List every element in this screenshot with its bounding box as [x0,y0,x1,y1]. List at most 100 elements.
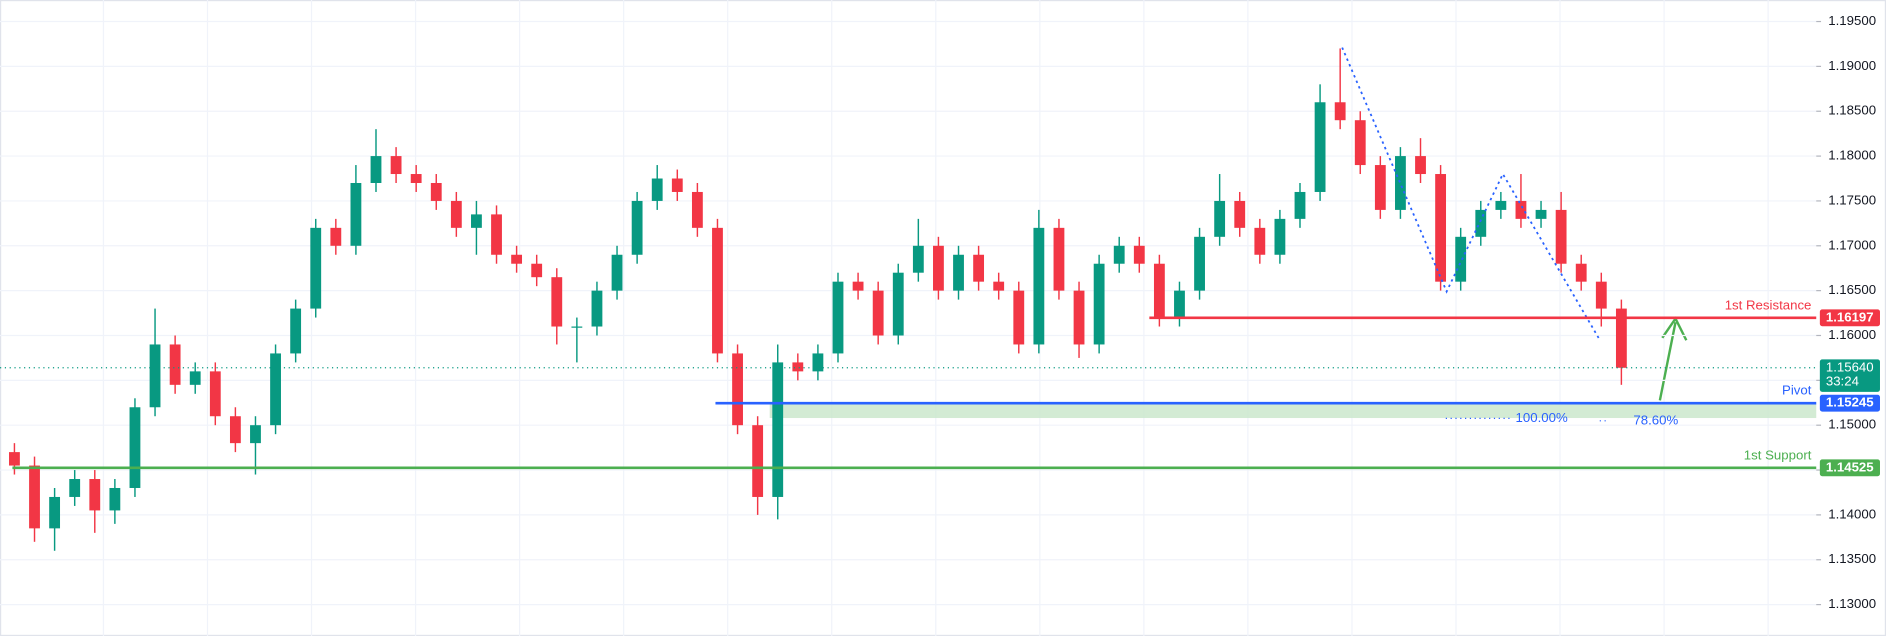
candle-body [330,227,342,246]
y-tick-label: 1.13000 [1828,596,1876,611]
candle-body [1174,290,1185,318]
candle-body [1133,245,1145,264]
level-name: Pivot [1782,383,1812,398]
countdown: 33:24 [1826,374,1859,389]
candle-body [1314,102,1326,192]
y-tick-label: 1.19000 [1828,58,1876,73]
candle-body [591,290,603,327]
y-tick-label: 1.19500 [1828,13,1876,28]
candle-body [1194,236,1205,291]
level-value: 1.15245 [1826,395,1874,410]
candle-body [69,479,81,497]
candle-body [1495,200,1507,210]
candle-body [892,272,904,336]
candle-body [912,245,924,273]
candle-body [109,487,121,511]
candle-body [1254,227,1266,255]
candle-body [1234,200,1246,228]
level-box [1819,309,1880,327]
candle-body [471,214,482,228]
y-tick-label: 1.18500 [1828,103,1876,118]
candle-body [1555,209,1567,264]
candle-body [1374,165,1386,210]
candle-body [993,281,1005,291]
candle-body [1435,174,1447,282]
candle-body [1395,156,1406,210]
y-tick-label: 1.16500 [1828,282,1876,297]
y-tick-label: 1.13500 [1828,551,1876,566]
candle-body [531,263,543,278]
candle-body [250,425,261,444]
candle-body [49,496,61,529]
candle-body [290,308,302,354]
candle-body [772,362,784,497]
level-value: 1.14525 [1826,459,1874,474]
fib-label: 78.60% [1633,412,1678,427]
candle-body [872,290,884,336]
candle-body [671,178,683,192]
candle-body [270,353,281,426]
candle-body [1475,209,1487,237]
candle-body [149,344,161,408]
candle-body [631,200,643,255]
candle-body [752,425,764,497]
y-tick-label: 1.15000 [1828,417,1876,432]
candle-body [350,182,362,246]
fib-label: 100.00% [1516,410,1568,425]
candle-body [611,254,623,291]
candle-body [651,178,663,201]
candle-body [1334,102,1346,121]
candle-body [129,407,141,488]
candle-body [933,245,944,291]
candle-body [310,227,322,309]
candle-body [1515,200,1527,219]
level-value: 1.16197 [1826,309,1874,324]
candle-body [792,362,804,372]
candle-body [9,452,20,466]
candle-body [1595,281,1607,309]
candle-body [450,200,462,228]
candle-body [29,465,40,529]
candle-body [1113,245,1125,264]
candle-body [1073,290,1085,345]
level-name: 1st Resistance [1725,297,1812,312]
y-tick-label: 1.17000 [1828,237,1876,252]
candle-body [1274,218,1286,255]
candle-body [189,371,201,385]
y-tick-label: 1.18000 [1828,148,1876,163]
zone [769,403,1817,419]
candle-body [832,281,844,354]
candle-body [691,191,703,228]
y-tick-label: 1.17500 [1828,192,1876,207]
candle-body [1294,191,1306,219]
candle-body [1033,227,1045,345]
candle-body [551,277,563,327]
candle-body [1053,227,1065,291]
candle-body [812,353,824,372]
candle-body [1214,200,1226,237]
candle-body [209,371,221,417]
level-name: 1st Support [1744,447,1812,462]
candle-body [1354,120,1366,166]
candle-body [1615,308,1627,368]
candle-body [973,254,985,282]
candle-body [511,254,523,264]
candle-body [1575,263,1587,282]
y-tick-label: 1.16000 [1828,327,1876,342]
current-price-label: 1.15640 [1826,359,1874,374]
candle-body [89,479,101,511]
candle-body [571,326,583,328]
candle-body [1013,290,1025,345]
candle-body [169,344,181,385]
candle-body [390,156,402,175]
candle-body [1455,236,1467,282]
candle-body [852,281,864,291]
candle-body [1093,263,1105,345]
candle-body [953,254,964,291]
candle-body [1535,209,1547,219]
candle-body [1153,263,1165,318]
current-price-box [1819,359,1880,392]
candle-body [732,353,743,426]
level-box [1819,459,1880,477]
